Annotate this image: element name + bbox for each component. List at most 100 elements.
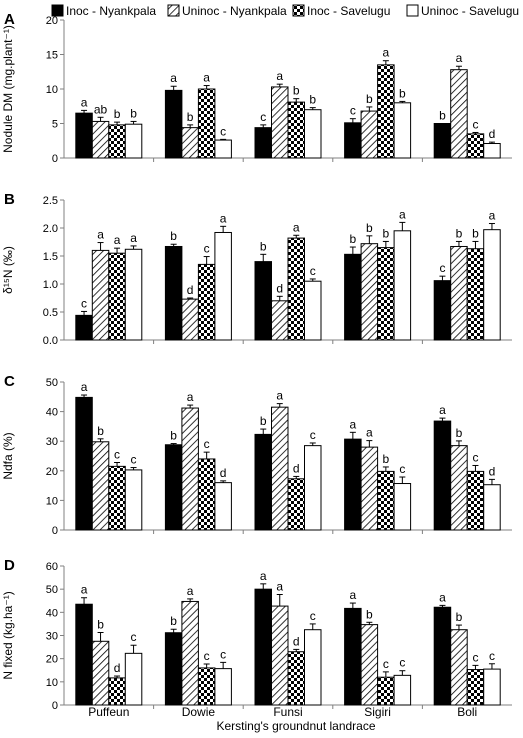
x-axis-title: Kersting's groundnut landrace (216, 719, 375, 733)
y-tick-label: 30 (46, 436, 58, 448)
bar (483, 484, 501, 531)
bar (91, 640, 110, 706)
bar (304, 445, 322, 531)
significance-letter: b (130, 106, 137, 120)
significance-letter: a (439, 403, 446, 417)
bar (164, 245, 183, 341)
bar (466, 133, 485, 159)
significance-letter: a (350, 588, 357, 602)
significance-letter: b (170, 614, 177, 628)
bar (377, 247, 395, 341)
significance-letter: a (220, 211, 227, 225)
significance-letter: c (399, 656, 405, 670)
significance-letter: a (399, 207, 406, 221)
significance-letter: a (187, 390, 194, 404)
significance-letter: c (220, 124, 226, 138)
bar (181, 298, 199, 341)
bar (164, 444, 183, 531)
bar (214, 139, 232, 159)
significance-letter: a (260, 569, 267, 583)
bar (304, 109, 322, 159)
y-tick-label: 0 (52, 525, 58, 537)
bar (271, 605, 289, 706)
bar (75, 396, 93, 531)
bar (393, 674, 412, 706)
bar (271, 300, 289, 341)
significance-letter: a (276, 69, 283, 83)
significance-letter: b (97, 617, 104, 631)
bar (377, 470, 395, 531)
y-tick-label: 5 (52, 119, 58, 131)
bar (197, 458, 216, 531)
significance-letter: b (366, 221, 373, 235)
x-tick-label: Dowie (182, 705, 216, 719)
legend-label-2: Inoc - Savelugu (307, 4, 390, 18)
bar (197, 263, 216, 341)
bar (271, 86, 289, 159)
y-axis-title: N fixed (kg.ha⁻¹) (1, 591, 15, 679)
y-tick-label: 20 (46, 15, 58, 27)
legend-swatch-2 (292, 4, 305, 17)
y-tick-label: 20 (46, 654, 58, 666)
significance-letter: b (97, 424, 104, 438)
y-axis-title: Nodule DM (mg.plant⁻¹) (1, 25, 15, 153)
significance-letter: a (97, 228, 104, 242)
significance-letter: b (383, 452, 390, 466)
bar (271, 406, 289, 531)
significance-letter: a (489, 209, 496, 223)
significance-letter: a (350, 417, 357, 431)
significance-letter: c (472, 117, 478, 131)
significance-letter: d (293, 634, 300, 648)
significance-letter: d (276, 281, 283, 295)
significance-letter: c (114, 448, 120, 462)
significance-letter: a (81, 95, 88, 109)
bar (304, 280, 322, 341)
bar (344, 607, 362, 706)
y-tick-label: 40 (46, 607, 58, 619)
significance-letter: c (472, 650, 478, 664)
y-tick-label: 0.0 (43, 335, 58, 347)
bar (393, 102, 412, 159)
bar (108, 124, 126, 159)
significance-letter: b (366, 92, 373, 106)
bar (164, 632, 183, 706)
significance-letter: c (310, 428, 316, 442)
panel-label: B (4, 191, 15, 208)
bar (197, 88, 216, 159)
bar (377, 64, 395, 159)
panel-label: A (4, 11, 15, 28)
legend-swatch-3 (406, 4, 419, 17)
significance-letter: b (383, 226, 390, 240)
significance-letter: c (260, 110, 266, 124)
significance-letter: ab (94, 102, 108, 116)
bar (214, 231, 232, 341)
bar (164, 89, 183, 159)
significance-letter: c (81, 296, 87, 310)
x-tick-label: Puffeun (88, 705, 129, 719)
bar (254, 261, 272, 341)
significance-letter: c (204, 649, 210, 663)
panel-label: C (4, 373, 15, 390)
significance-letter: b (456, 426, 463, 440)
significance-letter: b (170, 229, 177, 243)
bar (433, 123, 452, 159)
bar (483, 229, 501, 341)
bar (181, 127, 199, 159)
legend-label-0: Inoc - Nyankpala (66, 4, 156, 18)
panel-D: DN fixed (kg.ha⁻¹)0102030405060Puffeunab… (1, 557, 512, 719)
bar (360, 243, 379, 341)
y-tick-label: 2.0 (43, 223, 58, 235)
x-tick-label: Boli (457, 705, 477, 719)
bar (377, 676, 395, 706)
significance-letter: a (203, 71, 210, 85)
significance-letter: a (383, 46, 390, 60)
significance-letter: c (489, 649, 495, 663)
x-tick-label: Funsi (273, 705, 302, 719)
significance-letter: b (114, 107, 121, 121)
significance-letter: b (350, 232, 357, 246)
y-tick-label: 40 (46, 407, 58, 419)
significance-letter: a (81, 583, 88, 597)
significance-letter: c (204, 437, 210, 451)
bar (197, 667, 216, 706)
